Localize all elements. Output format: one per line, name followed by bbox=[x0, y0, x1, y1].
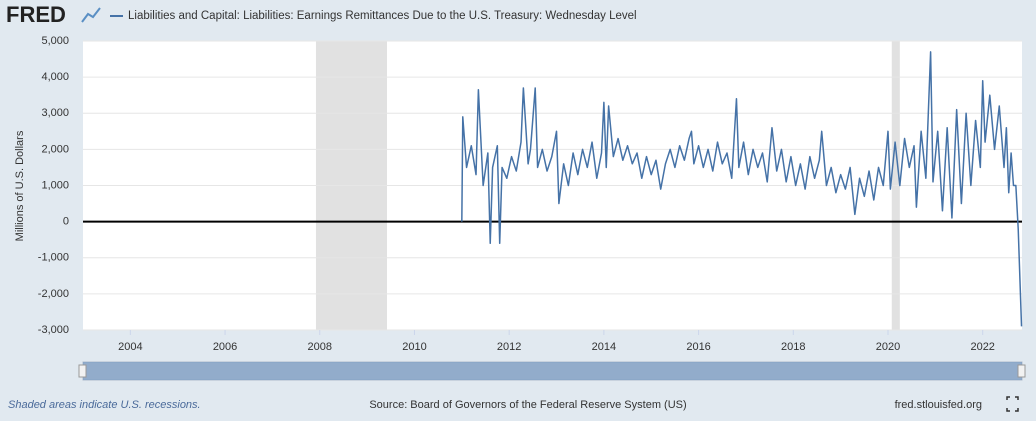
y-axis-label: Millions of U.S. Dollars bbox=[14, 130, 26, 241]
navigator-handle[interactable] bbox=[78, 364, 87, 378]
y-tick-label: 4,000 bbox=[41, 71, 69, 83]
x-tick-label: 2020 bbox=[876, 341, 900, 353]
x-tick-label: 2022 bbox=[970, 341, 994, 353]
x-tick-label: 2008 bbox=[308, 341, 332, 353]
fullscreen-button[interactable] bbox=[1006, 396, 1019, 412]
x-tick-label: 2014 bbox=[592, 341, 616, 353]
y-tick-label: 1,000 bbox=[41, 179, 69, 191]
x-tick-label: 2004 bbox=[118, 341, 142, 353]
y-tick-label: -2,000 bbox=[38, 288, 69, 300]
x-tick-label: 2016 bbox=[686, 341, 710, 353]
logo-icon bbox=[81, 7, 101, 23]
source: Source: Board of Governors of the Federa… bbox=[369, 399, 686, 411]
y-tick-label: -1,000 bbox=[38, 252, 69, 264]
x-tick-label: 2006 bbox=[213, 341, 237, 353]
y-tick-label: 5,000 bbox=[41, 35, 69, 47]
y-tick-label: 2,000 bbox=[41, 143, 69, 155]
y-tick-label: 3,000 bbox=[41, 107, 69, 119]
navigator-handle[interactable] bbox=[1017, 364, 1026, 378]
logo: FRED bbox=[6, 2, 66, 27]
x-tick-label: 2010 bbox=[402, 341, 426, 353]
y-tick-label: 0 bbox=[63, 216, 69, 228]
data-line bbox=[461, 51, 1023, 327]
legend-label: Liabilities and Capital: Liabilities: Ea… bbox=[128, 10, 637, 22]
site: fred.stlouisfed.org bbox=[895, 399, 982, 411]
navigator-window[interactable] bbox=[83, 362, 1022, 380]
y-tick-label: -3,000 bbox=[38, 324, 69, 336]
navigator bbox=[78, 361, 1026, 381]
x-tick-label: 2012 bbox=[497, 341, 521, 353]
footnote: Shaded areas indicate U.S. recessions. bbox=[8, 399, 201, 411]
x-tick-label: 2018 bbox=[781, 341, 805, 353]
